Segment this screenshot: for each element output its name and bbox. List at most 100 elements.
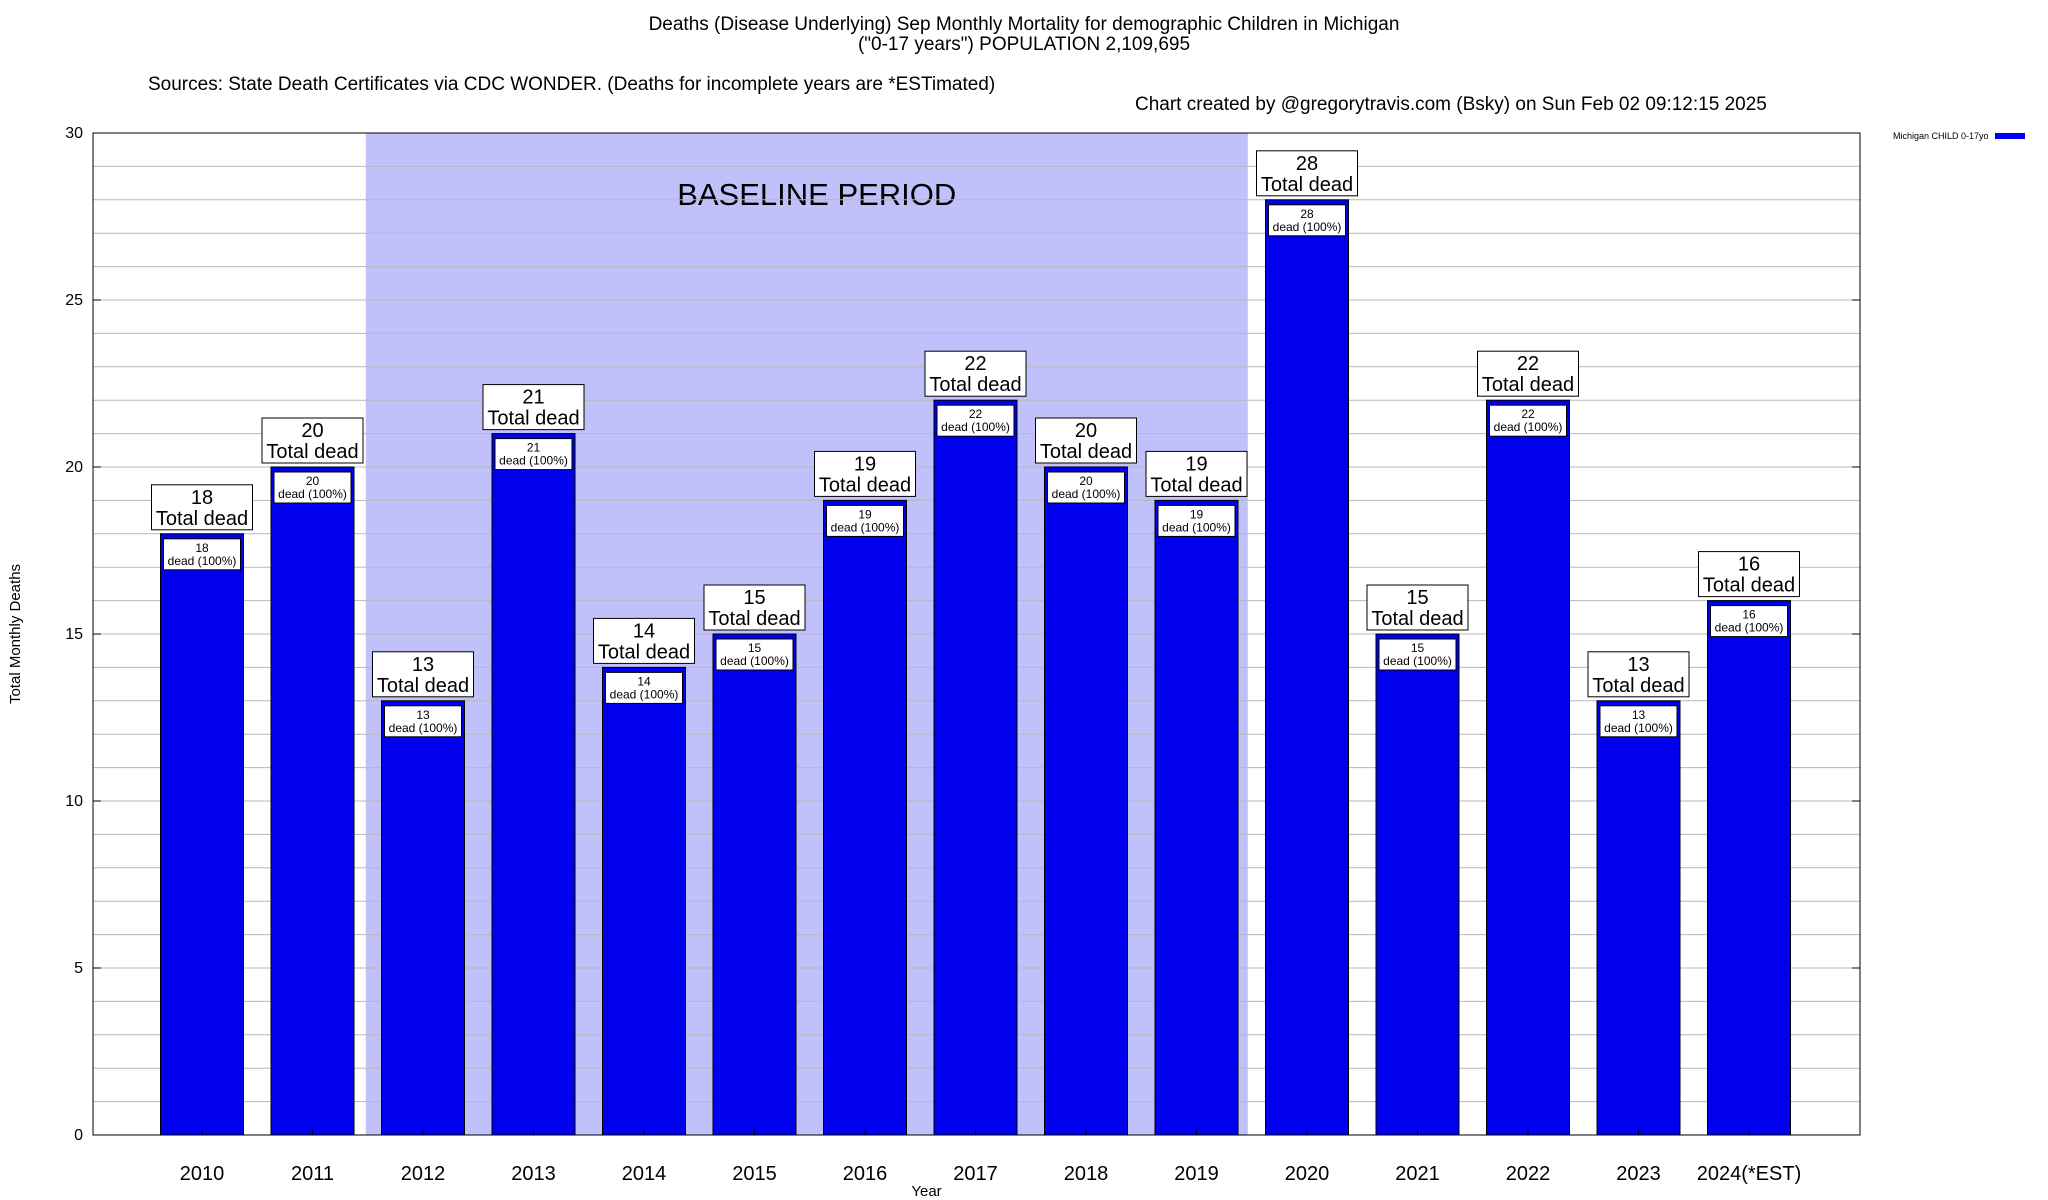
top-label-box — [261, 417, 364, 464]
inner-label-box — [826, 504, 904, 537]
chart-title: Deaths (Disease Underlying) Sep Monthly … — [648, 14, 1400, 35]
top-total-label: Total dead — [1703, 575, 1795, 597]
bar — [933, 399, 1018, 1136]
top-label-box — [593, 617, 695, 664]
inner-percent-label: dead (100%) — [610, 687, 679, 701]
inner-value-label: 20 — [306, 474, 320, 488]
x-tick-label: 2011 — [291, 1163, 334, 1185]
chart-source-right: Chart created by @gregorytravis.com (Bsk… — [1135, 94, 1767, 115]
inner-value-label: 22 — [1521, 407, 1535, 421]
top-value-label: 20 — [301, 420, 323, 442]
top-total-label: Total dead — [598, 641, 690, 663]
bar — [160, 533, 244, 1136]
inner-value-label: 19 — [858, 507, 872, 521]
x-axis-label: Year — [911, 1183, 941, 1200]
inner-value-label: 18 — [195, 541, 209, 555]
inner-percent-label: dead (100%) — [168, 554, 237, 568]
bar — [1044, 466, 1128, 1136]
x-tick-label: 2016 — [843, 1163, 888, 1185]
inner-label-box — [494, 438, 573, 471]
bar — [1265, 199, 1349, 1136]
bar — [491, 433, 576, 1136]
inner-label-box — [273, 471, 352, 504]
inner-percent-label: dead (100%) — [1494, 420, 1563, 434]
top-value-label: 13 — [1627, 654, 1649, 676]
top-label-box — [924, 350, 1027, 397]
y-tick-label: 20 — [65, 459, 83, 476]
top-value-label: 14 — [633, 620, 655, 642]
bar — [712, 633, 797, 1136]
chart-subtitle: ("0-17 years") POPULATION 2,109,695 — [857, 34, 1191, 55]
bar — [823, 499, 907, 1136]
inner-percent-label: dead (100%) — [278, 487, 347, 501]
top-label-box — [482, 384, 585, 431]
top-total-label: Total dead — [1482, 374, 1574, 396]
top-value-label: 15 — [743, 587, 765, 609]
top-value-label: 22 — [1517, 353, 1539, 375]
inner-percent-label: dead (100%) — [831, 520, 900, 534]
bar — [1707, 600, 1791, 1136]
top-total-label: Total dead — [156, 508, 248, 530]
inner-value-label: 28 — [1300, 207, 1314, 221]
top-total-label: Total dead — [1150, 474, 1242, 496]
x-tick-label: 2010 — [180, 1163, 225, 1185]
inner-value-label: 16 — [1742, 608, 1756, 622]
x-tick-label: 2020 — [1285, 1163, 1330, 1185]
top-total-label: Total dead — [266, 441, 358, 463]
inner-value-label: 22 — [969, 407, 983, 421]
inner-label-box — [1489, 404, 1567, 437]
inner-label-box — [1268, 204, 1346, 237]
inner-label-box — [715, 638, 794, 671]
inner-label-box — [1599, 705, 1678, 738]
x-tick-label: 2022 — [1506, 1163, 1551, 1185]
top-total-label: Total dead — [1040, 441, 1132, 463]
inner-label-box — [936, 404, 1015, 437]
inner-label-box — [384, 705, 462, 738]
bar — [381, 700, 465, 1136]
x-tick-label: 2018 — [1064, 1163, 1109, 1185]
top-label-box — [1035, 417, 1137, 464]
top-label-box — [1256, 150, 1358, 197]
top-label-box — [1477, 350, 1579, 397]
inner-value-label: 13 — [416, 708, 430, 722]
inner-percent-label: dead (100%) — [1604, 721, 1673, 735]
chart-source-left: Sources: State Death Certificates via CD… — [148, 74, 996, 95]
inner-percent-label: dead (100%) — [1052, 487, 1121, 501]
top-total-label: Total dead — [1592, 675, 1684, 697]
x-tick-label: 2024(*EST) — [1697, 1163, 1802, 1185]
top-value-label: 13 — [412, 654, 434, 676]
inner-percent-label: dead (100%) — [1383, 654, 1452, 668]
bar — [1375, 633, 1460, 1136]
y-tick-label: 0 — [74, 1127, 83, 1144]
y-tick-label: 10 — [65, 793, 83, 810]
inner-percent-label: dead (100%) — [941, 420, 1010, 434]
inner-percent-label: dead (100%) — [1715, 621, 1784, 635]
top-value-label: 22 — [964, 353, 986, 375]
top-value-label: 18 — [191, 487, 213, 509]
bar — [602, 666, 686, 1136]
chart-sources: Sources: State Death Certificates via CD… — [0, 55, 2048, 115]
bar — [270, 466, 355, 1136]
inner-label-box — [605, 671, 683, 704]
x-tick-label: 2017 — [953, 1163, 998, 1185]
top-label-box — [1587, 651, 1690, 698]
x-tick-label: 2015 — [732, 1163, 777, 1185]
top-value-label: 19 — [854, 453, 876, 475]
top-label-box — [1698, 551, 1800, 598]
chart-legend: Michigan CHILD 0-17yo — [1893, 131, 2025, 141]
inner-value-label: 19 — [1190, 507, 1204, 521]
inner-percent-label: dead (100%) — [499, 454, 568, 468]
top-total-label: Total dead — [708, 608, 800, 630]
x-tick-label: 2021 — [1395, 1163, 1440, 1185]
inner-value-label: 15 — [1411, 641, 1425, 655]
top-total-label: Total dead — [377, 675, 469, 697]
y-tick-label: 25 — [65, 292, 83, 309]
top-value-label: 16 — [1738, 554, 1760, 576]
legend-entry-label: Michigan CHILD 0-17yo — [1893, 131, 1989, 141]
inner-percent-label: dead (100%) — [1273, 220, 1342, 234]
top-total-label: Total dead — [487, 408, 579, 430]
y-tick-label: 15 — [65, 626, 83, 643]
inner-value-label: 13 — [1632, 708, 1646, 722]
inner-percent-label: dead (100%) — [720, 654, 789, 668]
top-value-label: 28 — [1296, 153, 1318, 175]
